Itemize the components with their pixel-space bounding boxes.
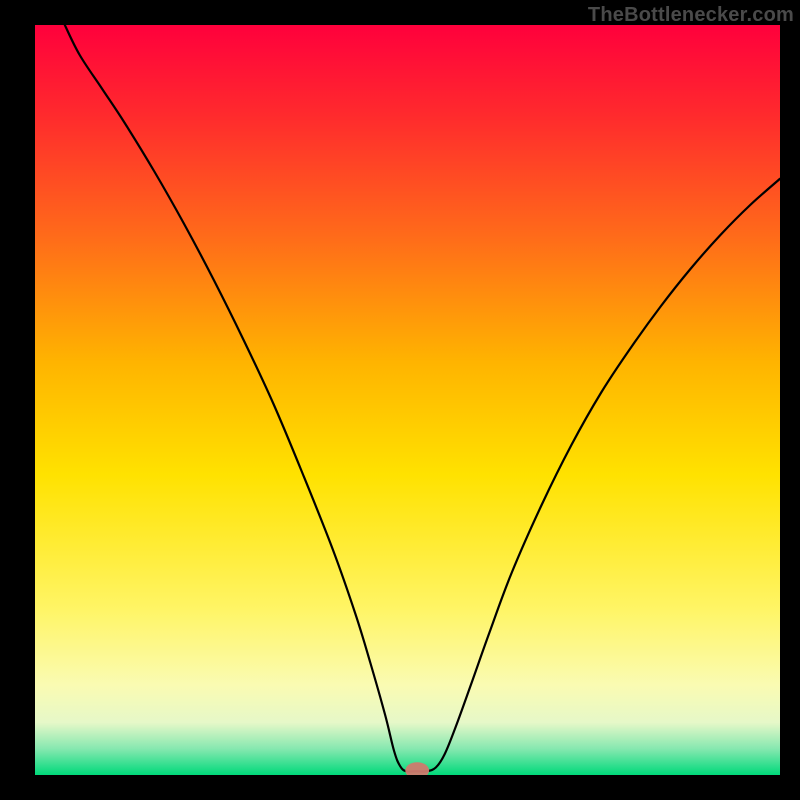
bottleneck-curve-chart <box>35 25 780 775</box>
watermark-text: TheBottlenecker.com <box>588 4 794 27</box>
chart-container: TheBottlenecker.com <box>0 0 800 800</box>
gradient-background <box>35 25 780 775</box>
plot-area <box>35 25 780 775</box>
